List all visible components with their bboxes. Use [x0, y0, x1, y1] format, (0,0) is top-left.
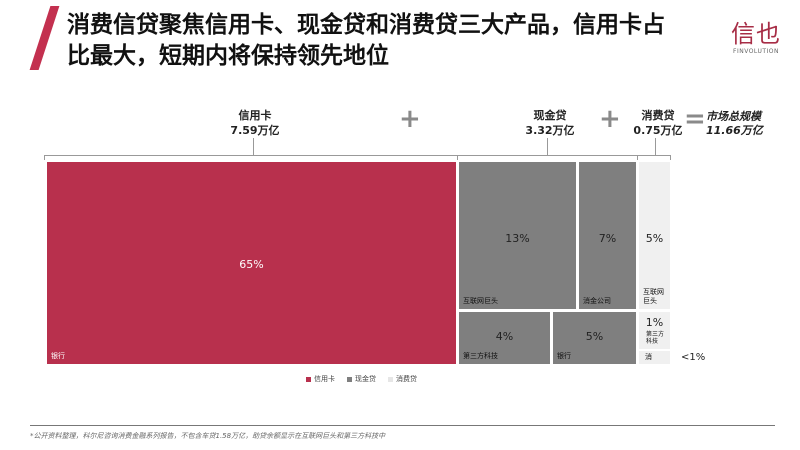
cell-percent-outside: <1%: [681, 352, 706, 363]
legend-swatch: [388, 376, 393, 382]
cell-label: 消金公司: [583, 297, 611, 305]
cell-label: 第三方科技: [463, 352, 498, 360]
brand-logo-subtitle: FINVOLUTION: [733, 48, 780, 55]
chart-legend: 信用卡 现金贷 消费贷: [306, 374, 429, 384]
bracket-line: [44, 155, 671, 156]
cell-percent: 1%: [645, 316, 664, 329]
cell-label: 互联网巨头: [643, 288, 664, 305]
treemap-cell-consumer-other: 消: [639, 351, 670, 364]
bracket-pointer: [253, 138, 254, 155]
credit-card-header: 信用卡 7.59万亿: [210, 108, 300, 138]
legend-label: 信用卡: [314, 375, 335, 383]
cell-percent: 7%: [598, 232, 617, 245]
credit-card-name: 信用卡: [238, 109, 272, 122]
equals-icon: =: [684, 104, 706, 134]
consumer-loan-header: 消费贷 0.75万亿: [628, 108, 688, 138]
page-title-line-2: 比最大，短期内将保持领先地位: [67, 43, 389, 69]
footnote: *公开资料整理，科尔尼咨询消费金融系列报告，不包含车贷1.58万亿，助贷余额显示…: [30, 432, 386, 440]
legend-item: 消费贷: [388, 374, 417, 384]
market-total: 市场总规模 11.66万亿: [706, 110, 763, 138]
plus-icon: +: [599, 104, 621, 134]
bracket-pointer: [655, 138, 656, 155]
cash-loan-name: 现金贷: [533, 109, 567, 122]
cell-label: 银行: [51, 352, 65, 360]
market-total-value: 11.66万亿: [706, 124, 763, 137]
treemap-cell-consumer-third-party: 1% 第三方科技: [639, 312, 670, 349]
legend-label: 现金贷: [355, 375, 376, 383]
page-title: 消费信贷聚焦信用卡、现金贷和消费贷三大产品，信用卡占 比最大，短期内将保持领先地…: [67, 10, 727, 72]
treemap-cell-credit-card-bank: 65% 银行: [47, 162, 456, 364]
cell-percent: 4%: [495, 330, 514, 343]
legend-label: 消费贷: [396, 375, 417, 383]
cell-label: 第三方科技: [646, 331, 665, 345]
page-title-line-1: 消费信贷聚焦信用卡、现金贷和消费贷三大产品，信用卡占: [67, 12, 665, 38]
legend-item: 现金贷: [347, 374, 376, 384]
cash-loan-header: 现金贷 3.32万亿: [510, 108, 590, 138]
treemap-cell-cash-internet-giant: 13% 互联网巨头: [459, 162, 576, 309]
market-total-label: 市场总规模: [706, 110, 761, 123]
footer-divider: [30, 425, 775, 426]
brand-logo: 信也: [731, 20, 781, 48]
cell-label: 银行: [557, 352, 571, 360]
cell-label: 互联网巨头: [463, 297, 498, 305]
bracket-pointer: [547, 138, 548, 155]
cell-percent: 5%: [645, 232, 664, 245]
treemap-cell-cash-third-party: 4% 第三方科技: [459, 312, 550, 364]
treemap-cell-consumer-internet-giant: 5% 互联网巨头: [639, 162, 670, 309]
plus-icon: +: [399, 104, 421, 134]
legend-swatch: [306, 376, 311, 382]
bracket-tick: [44, 155, 45, 160]
credit-card-value: 7.59万亿: [230, 124, 280, 137]
cash-loan-value: 3.32万亿: [525, 124, 575, 137]
bracket-tick: [670, 155, 671, 160]
cell-percent: 65%: [239, 258, 264, 271]
cell-label: 消: [645, 353, 652, 361]
treemap-cell-cash-bank: 5% 银行: [553, 312, 636, 364]
bracket-tick: [637, 155, 638, 160]
treemap-cell-cash-consumer-finance: 7% 消金公司: [579, 162, 636, 309]
consumer-loan-value: 0.75万亿: [633, 124, 683, 137]
consumer-loan-name: 消费贷: [641, 109, 675, 122]
bracket-tick: [457, 155, 458, 160]
cell-percent: 5%: [585, 330, 604, 343]
legend-swatch: [347, 376, 352, 382]
title-accent-bar: [29, 6, 60, 70]
cell-percent: 13%: [505, 232, 530, 245]
legend-item: 信用卡: [306, 374, 335, 384]
